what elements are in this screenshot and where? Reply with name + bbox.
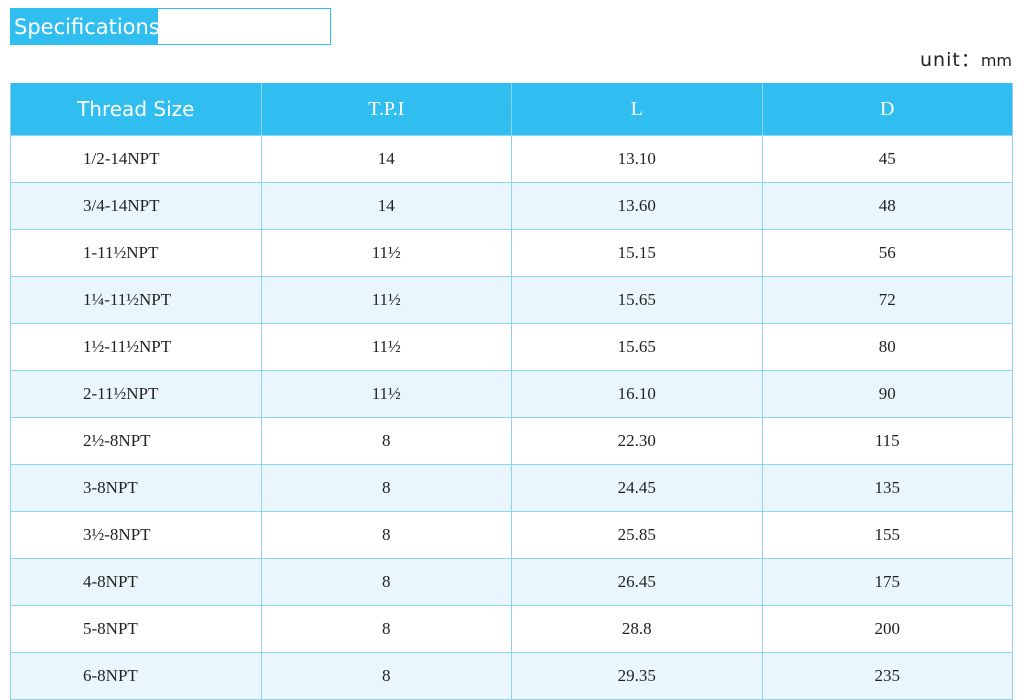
- table-cell: 13.10: [511, 135, 763, 183]
- column-header: D: [761, 83, 1013, 136]
- table-row: 3½-8NPT 8 25.85 155: [10, 511, 1013, 559]
- table-cell: 3-8NPT: [10, 464, 262, 512]
- table-cell: 8: [260, 605, 512, 653]
- table-cell: 11½: [260, 370, 512, 418]
- unit: unit：mm: [920, 45, 1012, 72]
- table-cell: 72: [761, 276, 1013, 324]
- table-cell: 1/2-14NPT: [10, 135, 262, 183]
- table-cell: 26.45: [511, 558, 763, 606]
- table-cell: 14: [260, 182, 512, 230]
- table-cell: 3½-8NPT: [10, 511, 262, 559]
- table-cell: 16.10: [511, 370, 763, 418]
- table-cell: 8: [260, 652, 512, 700]
- table-cell: 8: [260, 511, 512, 559]
- table-cell: 3/4-14NPT: [10, 182, 262, 230]
- table-cell: 155: [761, 511, 1013, 559]
- table-cell: 4-8NPT: [10, 558, 262, 606]
- unit-value: mm: [980, 51, 1012, 70]
- table-head: Thread Size T.P.I L D: [10, 83, 1013, 136]
- table-row: 2½-8NPT 8 22.30 115: [10, 417, 1013, 465]
- title: Specifications: [11, 9, 160, 44]
- table-cell: 2-11½NPT: [10, 370, 262, 418]
- table-cell: 90: [761, 370, 1013, 418]
- table-row: 1½-11½NPT 11½ 15.65 80: [10, 323, 1013, 371]
- table-row: 1-11½NPT 11½ 15.15 56: [10, 229, 1013, 277]
- table-cell: 15.65: [511, 276, 763, 324]
- table-cell: 6-8NPT: [10, 652, 262, 700]
- table-row: 6-8NPT 8 29.35 235: [10, 652, 1013, 700]
- table-body: 1/2-14NPT 14 13.10 45 3/4-14NPT 14 13.60 48 1-11…: [10, 135, 1013, 700]
- table-cell: 11½: [260, 323, 512, 371]
- table-row: 2-11½NPT 11½ 16.10 90: [10, 370, 1013, 418]
- table-cell: 48: [761, 182, 1013, 230]
- column-header: T.P.I: [260, 83, 512, 136]
- table-row: 3-8NPT 8 24.45 135: [10, 464, 1013, 512]
- header-row: Thread Size T.P.I L D: [10, 83, 1013, 136]
- table-cell: 1-11½NPT: [10, 229, 262, 277]
- table-cell: 25.85: [511, 511, 763, 559]
- column-header: Thread Size: [10, 83, 262, 136]
- table-cell: 24.45: [511, 464, 763, 512]
- table-row: 1¼-11½NPT 11½ 15.65 72: [10, 276, 1013, 324]
- table-row: 1/2-14NPT 14 13.10 45: [10, 135, 1013, 183]
- table-row: 3/4-14NPT 14 13.60 48: [10, 182, 1013, 230]
- table-cell: 11½: [260, 229, 512, 277]
- table-cell: 8: [260, 417, 512, 465]
- table-cell: 8: [260, 558, 512, 606]
- table-cell: 29.35: [511, 652, 763, 700]
- table-cell: 80: [761, 323, 1013, 371]
- title-box: Specifications: [10, 8, 331, 45]
- table-cell: 15.65: [511, 323, 763, 371]
- table-cell: 28.8: [511, 605, 763, 653]
- table-cell: 235: [761, 652, 1013, 700]
- table-cell: 8: [260, 464, 512, 512]
- table-cell: 115: [761, 417, 1013, 465]
- table-cell: 45: [761, 135, 1013, 183]
- table-cell: 11½: [260, 276, 512, 324]
- table-cell: 200: [761, 605, 1013, 653]
- table-cell: 22.30: [511, 417, 763, 465]
- table-cell: 56: [761, 229, 1013, 277]
- table-row: 5-8NPT 8 28.8 200: [10, 605, 1013, 653]
- table-cell: 5-8NPT: [10, 605, 262, 653]
- table-cell: 2½-8NPT: [10, 417, 262, 465]
- table-row: 4-8NPT 8 26.45 175: [10, 558, 1013, 606]
- spec-table: Thread Size T.P.I L D 1/2-14NPT 14 13.10 45 3/4…: [10, 83, 1013, 700]
- table-cell: 175: [761, 558, 1013, 606]
- table-cell: 135: [761, 464, 1013, 512]
- column-header: L: [511, 83, 763, 136]
- table-cell: 15.15: [511, 229, 763, 277]
- table-cell: 14: [260, 135, 512, 183]
- table-cell: 1¼-11½NPT: [10, 276, 262, 324]
- table-cell: 1½-11½NPT: [10, 323, 262, 371]
- table-cell: 13.60: [511, 182, 763, 230]
- unit-label: unit：: [920, 49, 981, 71]
